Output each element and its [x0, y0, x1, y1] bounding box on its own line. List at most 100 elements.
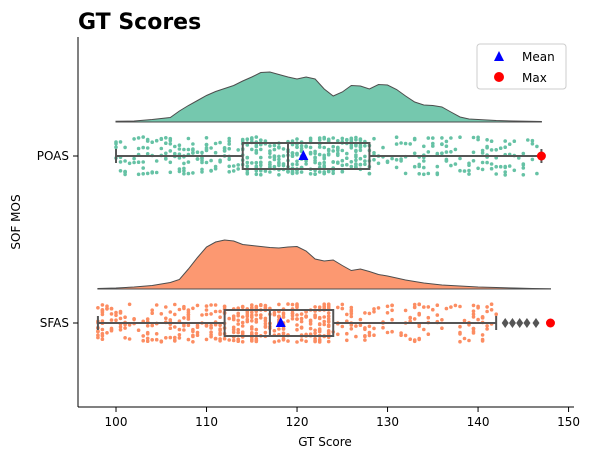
rain-point [485, 309, 489, 314]
rain-point [385, 159, 390, 164]
rain-point [195, 325, 200, 330]
rain-point [236, 330, 240, 335]
rain-point [118, 309, 123, 314]
rain-point [186, 323, 191, 328]
rain-point [254, 160, 259, 165]
rain-point [336, 139, 340, 143]
rain-point [281, 336, 286, 341]
rain-point [336, 145, 340, 150]
rain-point [191, 171, 195, 175]
rain-point [326, 324, 331, 328]
rain-point [390, 317, 394, 322]
rain-point [326, 317, 331, 321]
rain-point [141, 334, 145, 338]
rain-point [240, 315, 245, 319]
rain-point [236, 318, 240, 323]
density-cloud [115, 71, 542, 123]
rain-point [489, 302, 494, 307]
rain-point [145, 336, 150, 341]
rain-point [363, 162, 367, 167]
rain-point [263, 318, 268, 323]
rain-point [336, 161, 340, 165]
rain-point [417, 311, 422, 316]
rain-point [191, 327, 195, 332]
rain-point [295, 159, 299, 164]
rain-point [422, 144, 426, 149]
rain-point [290, 316, 295, 321]
rain-point [349, 323, 354, 327]
rain-point [340, 163, 345, 168]
rain-point [254, 172, 259, 177]
rain-point [168, 138, 173, 143]
rain-point [281, 163, 286, 168]
rain-point [408, 337, 413, 342]
rain-point [186, 136, 191, 141]
rain-point [317, 161, 322, 166]
rain-point [159, 146, 164, 151]
rain-point [331, 136, 336, 140]
rain-point [159, 312, 164, 316]
rain-point [326, 319, 331, 324]
rain-point [254, 304, 259, 309]
rain-point [182, 328, 186, 332]
rain-point [426, 305, 431, 309]
rain-point [349, 327, 354, 331]
rain-point [358, 317, 363, 322]
rain-point [240, 320, 245, 325]
rain-point [331, 149, 336, 153]
rain-point [204, 143, 209, 147]
rain-point [123, 145, 127, 150]
rain-point [164, 156, 168, 161]
rain-point [449, 150, 453, 154]
rain-point [154, 159, 159, 163]
rain-point [372, 326, 376, 331]
rain-point [313, 331, 317, 336]
rain-point [336, 151, 340, 156]
rain-point [177, 336, 182, 340]
rain-point [322, 163, 327, 168]
rain-point [399, 159, 403, 163]
rain-point [358, 156, 363, 161]
rain-point [345, 156, 349, 160]
rain-point [417, 172, 422, 176]
rain-point [440, 326, 444, 331]
rain-point [503, 139, 508, 143]
rain-point [240, 330, 245, 335]
rain-point [458, 324, 462, 329]
y-axis-ticks: POAS SFAS [37, 149, 78, 330]
rain-point [218, 309, 222, 314]
rain-point [326, 304, 331, 308]
rain-point [295, 303, 299, 307]
outlier-marker [523, 318, 531, 328]
legend-mean-label: Mean [522, 50, 555, 64]
rain-point [200, 150, 204, 155]
rain-point [154, 332, 159, 336]
rain-point [145, 152, 150, 156]
rain-point [240, 324, 245, 328]
rain-point [412, 305, 417, 310]
rain-point [250, 147, 254, 152]
rain-point [195, 330, 200, 335]
rain-point [467, 172, 471, 176]
rain-point [141, 145, 145, 150]
rain-point [136, 328, 141, 333]
rain-point [105, 307, 109, 311]
rain-point [250, 303, 254, 307]
rain-point [186, 308, 191, 312]
rain-point [440, 151, 444, 156]
rain-point [521, 151, 526, 156]
rain-point [227, 146, 231, 151]
rain-point [458, 304, 462, 309]
rain-point [326, 314, 331, 319]
rain-point [372, 307, 376, 311]
rain-point [173, 312, 177, 317]
rain-point [467, 168, 471, 173]
rain-point [503, 145, 508, 149]
rain-point [426, 315, 431, 320]
rain-point [268, 149, 272, 153]
series-poas [114, 71, 546, 177]
rain-point [322, 145, 327, 150]
rain-point [227, 142, 231, 146]
rain-point [114, 145, 118, 149]
rain-point [123, 159, 127, 163]
